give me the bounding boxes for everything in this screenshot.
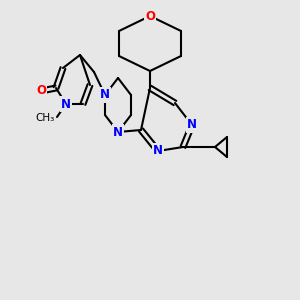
Text: O: O <box>145 10 155 22</box>
Text: N: N <box>61 98 71 110</box>
Text: N: N <box>113 125 123 139</box>
Text: N: N <box>187 118 197 131</box>
Text: N: N <box>100 88 110 101</box>
Text: O: O <box>36 85 46 98</box>
Text: CH₃: CH₃ <box>36 113 55 123</box>
Text: N: N <box>153 145 163 158</box>
